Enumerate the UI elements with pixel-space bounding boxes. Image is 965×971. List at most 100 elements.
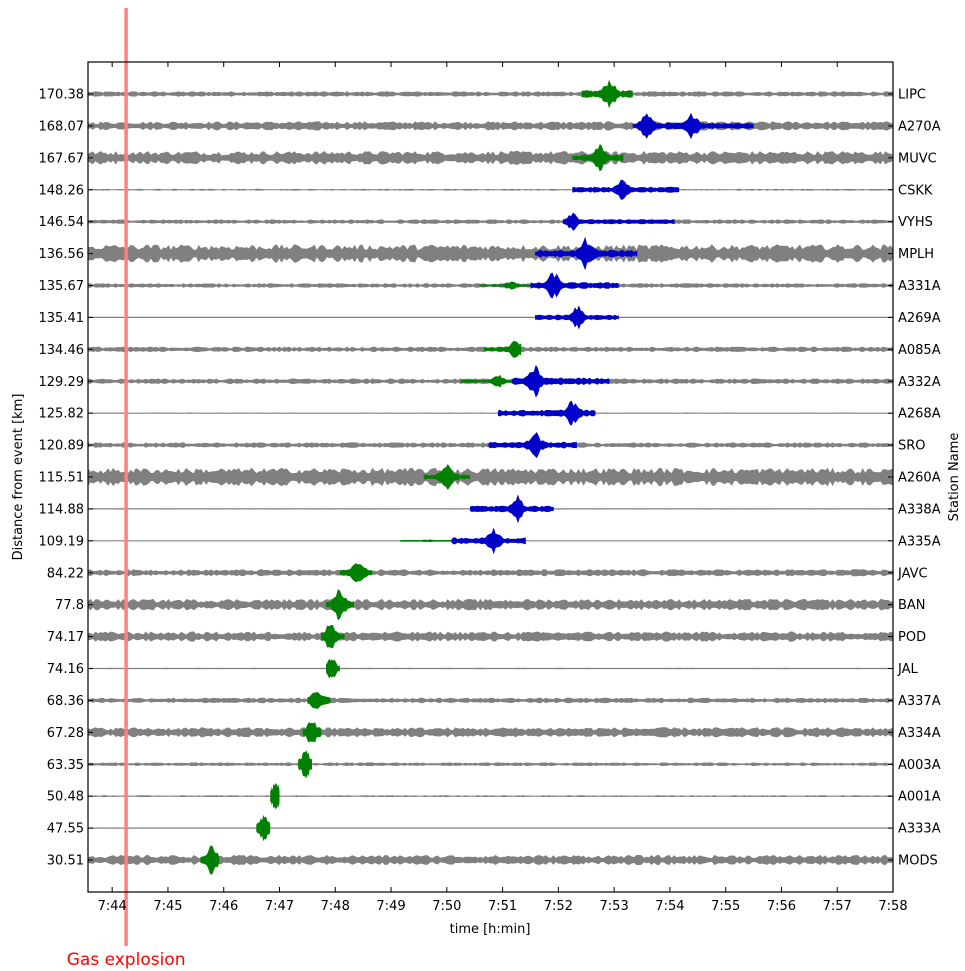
distance-label: 168.07 xyxy=(39,119,85,134)
trace-pod xyxy=(88,631,893,642)
arrival-blue-vyhs-0 xyxy=(563,212,675,231)
arrival-blue-a269a-0 xyxy=(535,305,619,330)
distance-label: 135.41 xyxy=(39,311,85,326)
arrival-green-lipc-0 xyxy=(581,79,633,109)
distance-label: 120.89 xyxy=(39,439,85,454)
arrival-green-a260a-0 xyxy=(423,464,470,490)
trace-mods xyxy=(88,854,893,866)
arrival-green-a337a-0 xyxy=(307,691,331,710)
distance-label: 30.51 xyxy=(47,854,84,869)
arrival-green-a085a-0 xyxy=(484,341,522,358)
trace-javc xyxy=(88,569,893,577)
station-label: JAL xyxy=(897,662,918,677)
x-tick-label: 7:48 xyxy=(321,899,350,914)
distance-label: 74.16 xyxy=(47,662,84,677)
arrival-green-a334a-0 xyxy=(302,722,322,743)
trace-mplh xyxy=(88,244,893,263)
station-label: JAVC xyxy=(897,566,928,581)
trace-lipc xyxy=(88,91,893,97)
distance-label: 146.54 xyxy=(39,215,85,230)
trace-cskk xyxy=(88,188,893,191)
arrival-blue-mplh-0 xyxy=(535,236,638,271)
station-label: A270A xyxy=(898,119,941,134)
arrival-green-a333a-0 xyxy=(256,814,271,842)
station-label: POD xyxy=(898,630,926,645)
trace-a333a xyxy=(88,827,893,829)
distance-label: 134.46 xyxy=(39,343,85,358)
x-tick-label: 7:57 xyxy=(823,899,852,914)
station-label: A331A xyxy=(898,279,941,294)
x-tick-label: 7:54 xyxy=(655,899,684,914)
y2-axis-label: Station Name xyxy=(947,433,962,522)
station-label: A003A xyxy=(898,758,941,773)
x-tick-label: 7:50 xyxy=(432,899,461,914)
distance-label: 129.29 xyxy=(39,375,85,390)
trace-jal xyxy=(88,667,893,670)
trace-a003a xyxy=(88,762,893,767)
trace-a001a xyxy=(88,795,893,798)
arrival-green-a335a-0 xyxy=(400,539,452,543)
arrival-blue-a270a-0 xyxy=(632,112,754,140)
trace-a337a xyxy=(88,697,893,704)
distance-label: 63.35 xyxy=(47,758,84,773)
distance-label: 136.56 xyxy=(39,247,85,262)
trace-a260a xyxy=(88,467,893,487)
station-label: A333A xyxy=(898,822,941,837)
distance-label: 170.38 xyxy=(39,88,85,103)
distance-label: 114.88 xyxy=(39,502,85,517)
arrival-green-a331a-0 xyxy=(479,281,531,290)
distance-label: 148.26 xyxy=(39,183,85,198)
trace-muvc xyxy=(88,150,893,165)
distance-label: 67.28 xyxy=(47,726,84,741)
arrival-blue-cskk-0 xyxy=(572,179,680,200)
x-tick-label: 7:51 xyxy=(488,899,517,914)
x-tick-label: 7:52 xyxy=(544,899,573,914)
arrival-green-pod-0 xyxy=(321,624,345,649)
station-label: MUVC xyxy=(898,151,937,166)
station-label: A338A xyxy=(898,502,941,517)
x-tick-label: 7:44 xyxy=(98,899,127,914)
station-label: LIPC xyxy=(898,88,926,103)
x-axis-ticks: 7:44 7:45 7:46 7:47 7:48 7:49 7:50 7:51 7:52 7:53… xyxy=(98,62,908,914)
arrival-green-a003a-0 xyxy=(298,750,312,779)
gas-explosion-label: Gas explosion xyxy=(67,950,186,970)
station-label: MODS xyxy=(898,854,938,869)
y-axis-label: Distance from event [km] xyxy=(11,394,26,561)
x-tick-label: 7:47 xyxy=(265,899,294,914)
arrival-green-a001a-0 xyxy=(270,782,280,810)
arrival-blue-a268a-0 xyxy=(497,400,596,426)
station-label: A085A xyxy=(898,343,941,358)
trace-a268a xyxy=(88,412,893,414)
station-label: A335A xyxy=(898,534,941,549)
station-label: CSKK xyxy=(898,183,933,198)
arrival-blue-a338a-0 xyxy=(470,494,554,524)
traces-group xyxy=(88,79,893,875)
x-tick-label: 7:55 xyxy=(711,899,740,914)
station-label: BAN xyxy=(898,598,926,613)
arrival-blue-a335a-1 xyxy=(451,527,526,555)
trace-ban xyxy=(88,598,893,611)
arrival-green-muvc-0 xyxy=(572,144,624,172)
x-tick-label: 7:53 xyxy=(600,899,629,914)
station-label: A260A xyxy=(898,471,941,486)
station-label: SRO xyxy=(898,439,926,454)
x-tick-label: 7:49 xyxy=(376,899,405,914)
station-label: A334A xyxy=(898,726,941,741)
arrival-green-mods-0 xyxy=(200,845,220,875)
station-label: A332A xyxy=(898,375,941,390)
station-label: VYHS xyxy=(898,215,933,230)
station-label: A337A xyxy=(898,694,941,709)
x-tick-label: 7:45 xyxy=(153,899,182,914)
station-label: A269A xyxy=(898,311,941,326)
station-label: A268A xyxy=(898,407,941,422)
y-axis-ticks: 170.38 LIPC 168.07 A270A 167.67 MUVC 148.26 CSK… xyxy=(39,88,941,869)
trace-a269a xyxy=(88,316,893,318)
distance-label: 84.22 xyxy=(47,566,84,581)
distance-label: 74.17 xyxy=(47,630,84,645)
station-label: A001A xyxy=(898,790,941,805)
trace-a270a xyxy=(88,121,893,131)
distance-label: 47.55 xyxy=(47,822,84,837)
x-axis-label: time [h:min] xyxy=(450,922,531,937)
arrival-blue-sro-0 xyxy=(488,432,577,459)
